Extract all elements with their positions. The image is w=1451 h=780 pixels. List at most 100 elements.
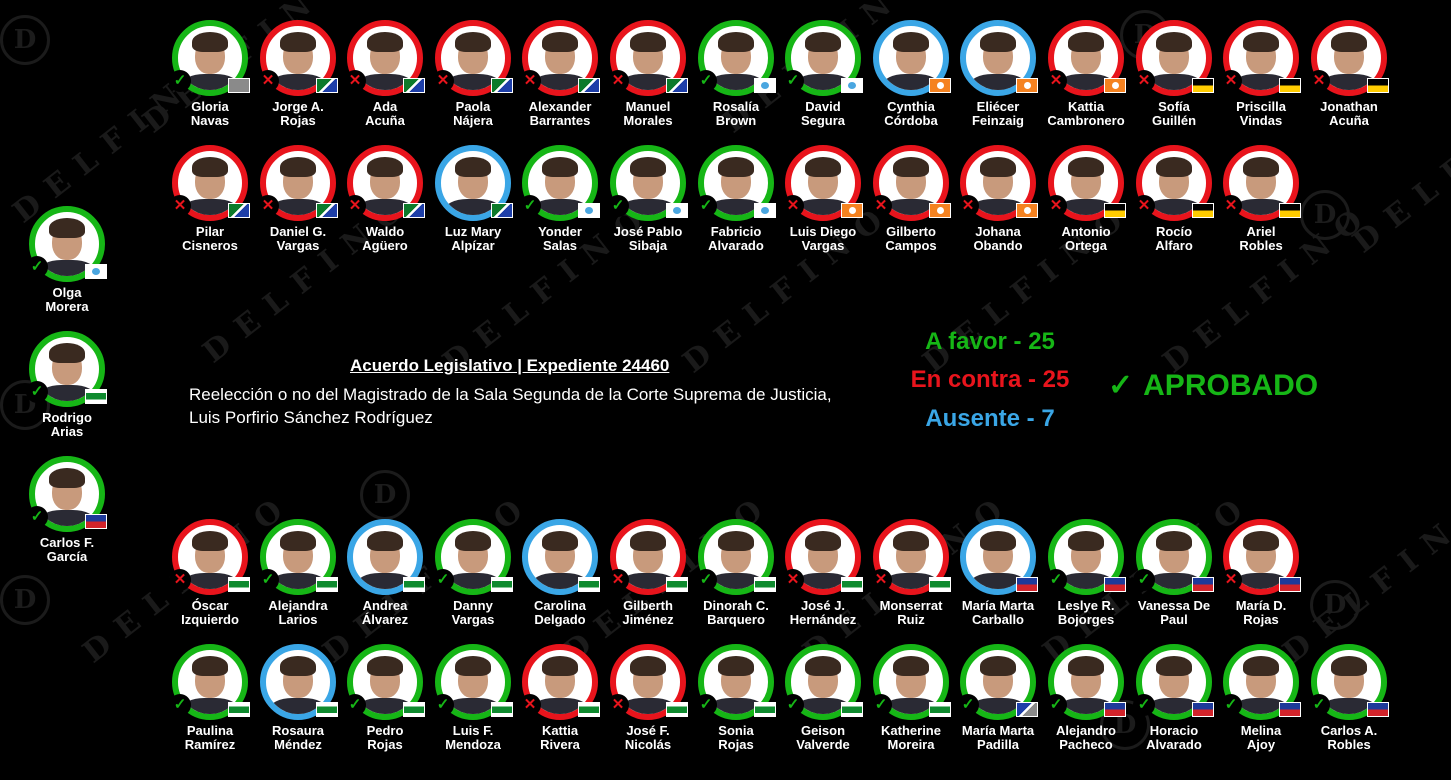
legislator-card[interactable]: ✓ María Marta Padilla: [954, 644, 1042, 754]
legislator-card[interactable]: ✕ Pilar Cisneros: [166, 145, 254, 255]
legislator-card[interactable]: ✓ Carlos A. Robles: [1305, 644, 1393, 754]
legislator-card[interactable]: ✕ Paola Nájera: [429, 20, 517, 130]
legislator-card[interactable]: ✕ José F. Nicolás: [604, 644, 692, 754]
legislator-card[interactable]: ✕ Luis Diego Vargas: [779, 145, 867, 255]
legislator-card[interactable]: ✕ María D. Rojas: [1217, 519, 1305, 629]
portrait-suit: [531, 199, 589, 215]
legislator-card[interactable]: ✓ Vanessa De Paul: [1130, 519, 1218, 629]
legislator-name: Carlos A. Robles: [1320, 723, 1378, 752]
portrait-suit: [269, 573, 327, 589]
legislator-card[interactable]: ✓ Alejandra Larios: [254, 519, 342, 629]
legislator-card[interactable]: ✓ José Pablo Sibaja: [604, 145, 692, 255]
legislator-card[interactable]: ✕ Jonathan Acuña: [1305, 20, 1393, 130]
legislator-card[interactable]: ✓ Gloria Navas: [166, 20, 254, 130]
portrait-suit: [1145, 573, 1203, 589]
legislator-card[interactable]: Eliécer Feinzaig: [954, 20, 1042, 130]
party-flag-icon: [1192, 702, 1214, 717]
legislator-card[interactable]: ✕ Gilberto Campos: [867, 145, 955, 255]
portrait-suit: [38, 385, 96, 401]
legislator-name: Luz Mary Alpízar: [444, 224, 502, 253]
legislator-card[interactable]: ✕ Manuel Morales: [604, 20, 692, 130]
check-icon: ✓: [519, 195, 541, 217]
legislator-card[interactable]: ✓ Carlos F. García: [23, 456, 111, 566]
legislator-card[interactable]: ✕ Alexander Barrantes: [516, 20, 604, 130]
portrait-hair: [1068, 656, 1104, 676]
legislator-card[interactable]: ✕ Johana Obando: [954, 145, 1042, 255]
legislator-card[interactable]: ✓ Fabricio Alvarado: [692, 145, 780, 255]
legislator-card[interactable]: ✕ Kattia Rivera: [516, 644, 604, 754]
legislator-card[interactable]: ✕ Daniel G. Vargas: [254, 145, 342, 255]
legislator-card[interactable]: ✕ Kattia Cambronero: [1042, 20, 1130, 130]
legislator-card[interactable]: ✓ Melina Ajoy: [1217, 644, 1305, 754]
legislator-card[interactable]: ✓ Paulina Ramírez: [166, 644, 254, 754]
party-flag-icon: [491, 702, 513, 717]
check-icon: ✓: [695, 569, 717, 591]
legislator-card[interactable]: ✓ Rosalía Brown: [692, 20, 780, 130]
legislator-card[interactable]: ✕ Monserrat Ruiz: [867, 519, 955, 629]
legislator-name: Alejandra Larios: [268, 598, 328, 627]
legislator-card[interactable]: ✕ Ada Acuña: [341, 20, 429, 130]
legislator-card[interactable]: María Marta Carballo: [954, 519, 1042, 629]
legislator-card[interactable]: Rosaura Méndez: [254, 644, 342, 754]
legislator-card[interactable]: ✕ Priscilla Vindas: [1217, 20, 1305, 130]
legislator-card[interactable]: ✕ Jorge A. Rojas: [254, 20, 342, 130]
legislator-name: Paulina Ramírez: [184, 723, 236, 752]
legislator-card[interactable]: ✓ Alejandro Pacheco: [1042, 644, 1130, 754]
legislator-card[interactable]: ✕ Waldo Agüero: [341, 145, 429, 255]
check-icon: ✓: [432, 694, 454, 716]
legislator-card[interactable]: ✓ Olga Morera: [23, 206, 111, 316]
legislator-card[interactable]: ✓ Horacio Alvarado: [1130, 644, 1218, 754]
legislator-name: Jonathan Acuña: [1320, 99, 1378, 128]
portrait-suit: [1145, 698, 1203, 714]
legislator-card[interactable]: ✓ Pedro Rojas: [341, 644, 429, 754]
legislator-card[interactable]: ✓ Yonder Salas: [516, 145, 604, 255]
legislator-card[interactable]: ✕ Gilberth Jiménez: [604, 519, 692, 629]
legislator-card[interactable]: ✓ Danny Vargas: [429, 519, 517, 629]
party-flag-icon: [491, 203, 513, 218]
legislator-card[interactable]: ✓ Luis F. Mendoza: [429, 644, 517, 754]
legislator-card[interactable]: ✓ Rodrigo Arias: [23, 331, 111, 441]
legislator-card[interactable]: Luz Mary Alpízar: [429, 145, 517, 255]
party-flag-icon: [1279, 203, 1301, 218]
legislator-card[interactable]: ✕ Antonio Ortega: [1042, 145, 1130, 255]
legislator-card[interactable]: Cynthia Córdoba: [867, 20, 955, 130]
portrait-suit: [707, 74, 765, 90]
check-icon: ✓: [695, 694, 717, 716]
cross-icon: ✕: [607, 569, 629, 591]
legislator-name: Sofía Guillén: [1151, 99, 1197, 128]
portrait-suit: [356, 698, 414, 714]
legislator-card[interactable]: ✕ Sofía Guillén: [1130, 20, 1218, 130]
party-flag-icon: [1016, 577, 1038, 592]
party-flag-icon: [316, 577, 338, 592]
legislator-card[interactable]: ✓ Sonia Rojas: [692, 644, 780, 754]
portrait-suit: [531, 698, 589, 714]
portrait-hair: [1068, 531, 1104, 551]
check-icon: ✓: [1308, 694, 1330, 716]
legislator-name: Monserrat Ruiz: [879, 598, 943, 627]
legislator-card[interactable]: ✓ Geison Valverde: [779, 644, 867, 754]
legislator-card[interactable]: ✕ Ariel Robles: [1217, 145, 1305, 255]
legislator-name: Rosaura Méndez: [271, 723, 325, 752]
portrait-hair: [630, 531, 666, 551]
portrait-hair: [49, 343, 85, 363]
legislator-card[interactable]: ✕ José J. Hernández: [779, 519, 867, 629]
legislator-card[interactable]: ✓ Dinorah C. Barquero: [692, 519, 780, 629]
portrait-hair: [192, 656, 228, 676]
legislator-card[interactable]: ✕ Óscar Izquierdo: [166, 519, 254, 629]
legislator-card[interactable]: ✓ Leslye R. Bojorges: [1042, 519, 1130, 629]
portrait-hair: [718, 656, 754, 676]
legislator-card[interactable]: ✓ Katherine Moreira: [867, 644, 955, 754]
legislator-card[interactable]: ✕ Rocío Alfaro: [1130, 145, 1218, 255]
legislator-card[interactable]: ✓ David Segura: [779, 20, 867, 130]
legislator-card[interactable]: Carolina Delgado: [516, 519, 604, 629]
party-flag-icon: [1367, 702, 1389, 717]
portrait-suit: [882, 74, 940, 90]
party-flag-icon: [666, 203, 688, 218]
legislator-name: Eliécer Feinzaig: [971, 99, 1024, 128]
portrait-hair: [192, 531, 228, 551]
cross-icon: ✕: [519, 70, 541, 92]
legislator-name: Óscar Izquierdo: [181, 598, 239, 627]
legislator-card[interactable]: Andrea Álvarez: [341, 519, 429, 629]
cross-icon: ✕: [169, 195, 191, 217]
watermark-logo-icon: D: [1310, 580, 1360, 630]
